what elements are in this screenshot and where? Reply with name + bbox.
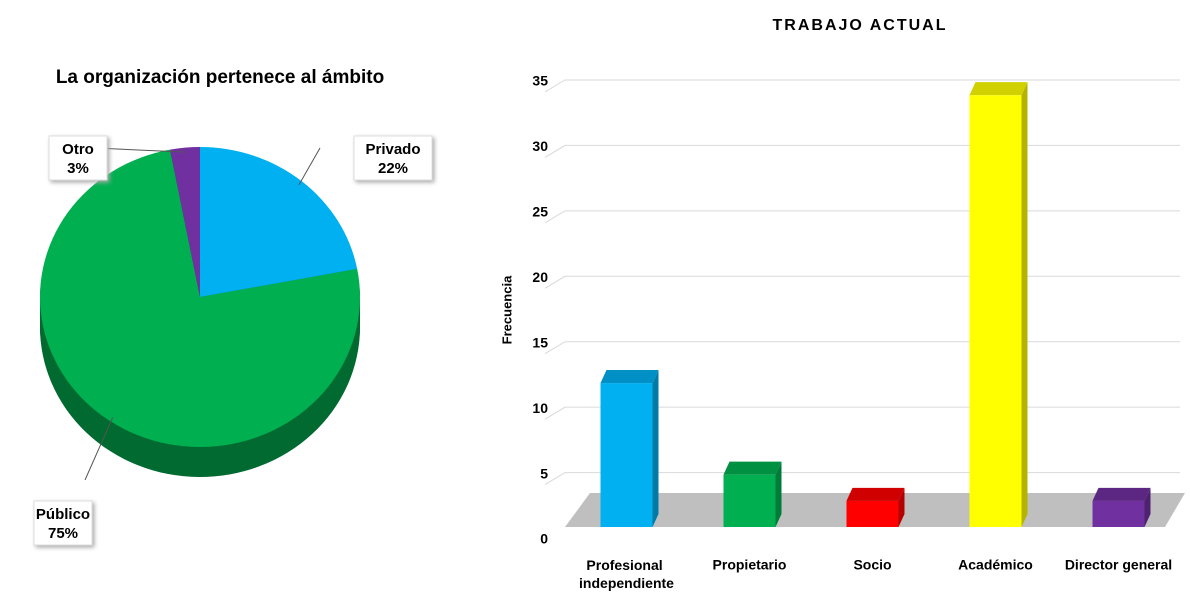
pie-title: La organización pertenece al ámbito (56, 67, 384, 88)
bar-side (775, 461, 782, 527)
x-tick-label: Director general (1065, 557, 1172, 573)
leader-line (84, 417, 114, 481)
bar-side (898, 487, 905, 527)
pie-slice (39, 149, 361, 448)
x-tick-label-line: independiente (579, 575, 674, 591)
x-tick-label-line: Profesional (586, 557, 666, 573)
bar-top (1092, 487, 1151, 501)
y-tick-label: 20 (532, 269, 548, 285)
x-tick-label: Propietario (713, 557, 787, 573)
label-box (353, 135, 433, 181)
y-tick-label: 30 (532, 138, 548, 154)
grid-line (544, 210, 1180, 224)
y-axis-label: Frecuencia (499, 275, 514, 344)
y-tick-label: 0 (540, 531, 548, 547)
pie-label-category: Público (36, 506, 90, 523)
bar-top (969, 82, 1028, 96)
leader-line (298, 147, 321, 186)
bar-top (846, 487, 905, 501)
y-tick-label: 35 (532, 73, 548, 89)
bar (846, 500, 899, 527)
x-tick-label: Socio (853, 557, 891, 573)
y-tick-label: 15 (532, 334, 548, 350)
bar (723, 474, 776, 527)
pie-label-value: 75% (48, 525, 78, 542)
leader-line (94, 147, 186, 153)
label-box (48, 135, 108, 181)
pie-label-category: Privado (365, 141, 420, 158)
grid-line (544, 341, 1180, 355)
x-tick-label: Profesional independiente (579, 557, 674, 591)
grid-line (544, 144, 1180, 158)
bar-side (652, 370, 659, 527)
pie-label-value: 3% (67, 160, 89, 177)
pie-slice (170, 147, 200, 297)
grid-line (544, 275, 1180, 289)
pie-slice (200, 147, 358, 297)
bar (600, 383, 653, 527)
y-tick-label: 5 (540, 465, 548, 481)
bar (969, 95, 1022, 528)
bar-top (723, 461, 782, 475)
bar-side (1144, 487, 1151, 527)
y-tick-label: 10 (532, 400, 548, 416)
label-box (33, 500, 93, 546)
y-tick-label: 25 (532, 204, 548, 220)
bar-title: TRABAJO ACTUAL (773, 17, 948, 34)
bar (1092, 500, 1145, 527)
x-tick-label: Académico (958, 557, 1033, 573)
pie-label-value: 22% (378, 160, 408, 177)
pie-label-category: Otro (62, 141, 94, 158)
bar-top (600, 370, 659, 384)
grid-line (544, 79, 1180, 93)
bar-side (1021, 82, 1028, 528)
